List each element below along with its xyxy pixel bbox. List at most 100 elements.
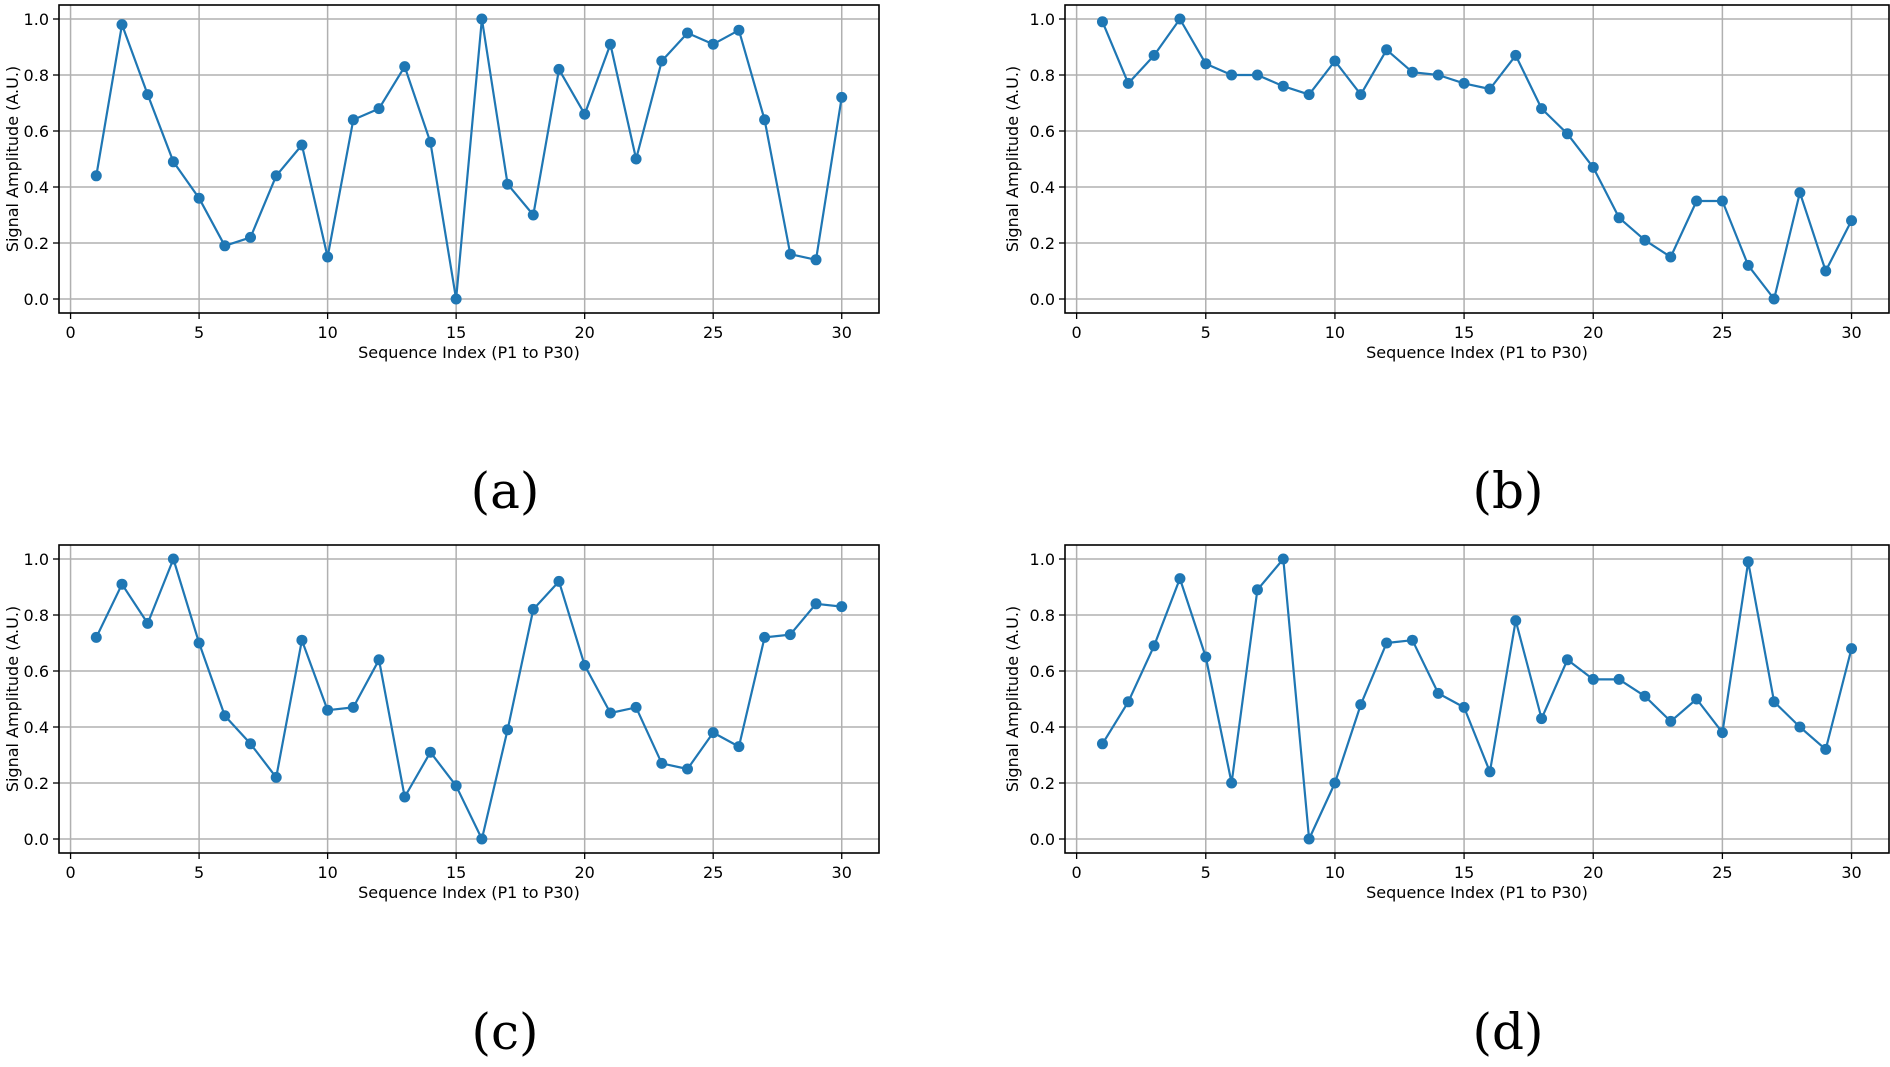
y-axis-label-a: Signal Amplitude (A.U.) [3,66,22,252]
axes-frame-d [1064,544,1890,854]
data-point-a-17 [502,178,514,190]
x-tick-label-a-5: 25 [703,323,723,342]
data-point-a-1 [90,170,102,182]
panel-caption-d: (d) [1472,1003,1544,1061]
x-tick-label-d-3: 15 [1454,863,1474,882]
series-line-a [95,17,843,301]
data-point-a-11 [347,114,359,126]
data-point-b-21 [1613,212,1625,224]
data-point-c-28 [784,629,796,641]
data-point-b-17 [1510,49,1522,61]
x-tick-label-b-1: 5 [1201,323,1211,342]
data-point-c-9 [296,634,308,646]
data-point-d-26 [1742,556,1754,568]
y-tick-label-a-1: 0.2 [24,234,49,253]
data-point-a-3 [142,89,154,101]
data-point-b-18 [1536,103,1548,115]
y-tick-label-b-0: 0.0 [1030,290,1055,309]
x-tick-label-d-6: 30 [1841,863,1861,882]
data-point-c-1 [90,631,102,643]
data-point-d-17 [1510,615,1522,627]
data-point-b-2 [1122,77,1134,89]
data-point-a-14 [424,136,436,148]
data-point-c-18 [527,603,539,615]
x-tick-label-a-6: 30 [832,323,852,342]
chart-panel-a: 0 5 10 15 20 25 30 0.0 0.2 0.4 0.6 0.8 1.0 Sequence I… [3,4,880,362]
data-point-d-27 [1768,696,1780,708]
data-point-d-7 [1251,584,1263,596]
data-point-c-13 [399,791,411,803]
y-tick-label-c-0: 0.0 [24,830,49,849]
x-tick-label-c-6: 30 [832,863,852,882]
x-tick-label-a-3: 15 [446,323,466,342]
x-tick-label-b-0: 0 [1072,323,1082,342]
data-point-c-17 [502,724,514,736]
data-point-b-26 [1742,259,1754,271]
data-point-d-19 [1561,654,1573,666]
series-line-d [1101,557,1853,841]
data-point-a-30 [836,91,848,103]
data-point-d-20 [1587,673,1599,685]
x-axis-label-d: Sequence Index (P1 to P30) [1366,883,1588,902]
data-point-a-8 [270,170,282,182]
data-point-d-22 [1639,690,1651,702]
y-tick-label-d-1: 0.2 [1030,774,1055,793]
data-point-b-29 [1820,265,1832,277]
data-point-d-28 [1794,721,1806,733]
x-axis-label-c: Sequence Index (P1 to P30) [358,883,580,902]
data-point-c-8 [270,771,282,783]
data-point-b-11 [1355,89,1367,101]
chart-panel-b: 0 5 10 15 20 25 30 0.0 0.2 0.4 0.6 0.8 1.0 Sequence I… [1003,4,1890,362]
data-point-c-21 [604,707,616,719]
data-point-c-20 [579,659,591,671]
y-tick-label-b-3: 0.6 [1030,122,1055,141]
data-point-a-20 [579,108,591,120]
data-point-c-30 [836,601,848,613]
data-point-c-3 [142,617,154,629]
data-point-c-11 [347,701,359,713]
data-point-c-27 [759,631,771,643]
data-point-d-5 [1200,651,1212,663]
data-point-b-13 [1406,66,1418,78]
data-point-c-5 [193,637,205,649]
chart-panel-d: 0 5 10 15 20 25 30 0.0 0.2 0.4 0.6 0.8 1.0 Sequence I… [1003,544,1890,902]
data-point-b-10 [1329,55,1341,67]
data-point-d-30 [1846,643,1858,655]
data-point-a-6 [219,240,231,252]
data-point-b-20 [1587,161,1599,173]
data-point-c-29 [810,598,822,610]
data-point-c-10 [322,704,334,716]
axes-frame-c [58,544,880,854]
data-point-d-25 [1716,727,1728,739]
y-tick-label-c-4: 0.8 [24,606,49,625]
y-tick-label-c-2: 0.4 [24,718,49,737]
x-tick-label-b-4: 20 [1583,323,1603,342]
x-tick-label-b-6: 30 [1841,323,1861,342]
data-point-c-25 [707,727,719,739]
data-point-d-14 [1432,687,1444,699]
data-point-b-16 [1484,83,1496,95]
y-tick-label-c-3: 0.6 [24,662,49,681]
data-point-b-7 [1251,69,1263,81]
data-point-b-6 [1226,69,1238,81]
x-tick-label-c-0: 0 [65,863,75,882]
y-tick-label-b-2: 0.4 [1030,178,1055,197]
y-axis-label-c: Signal Amplitude (A.U.) [3,606,22,792]
data-point-a-5 [193,192,205,204]
x-tick-label-d-2: 10 [1325,863,1345,882]
y-tick-label-b-5: 1.0 [1030,10,1055,29]
axes-frame-b [1064,4,1890,314]
data-point-b-30 [1846,215,1858,227]
y-tick-label-b-1: 0.2 [1030,234,1055,253]
y-tick-label-c-1: 0.2 [24,774,49,793]
data-point-a-15 [450,293,462,305]
data-point-d-24 [1691,693,1703,705]
y-tick-label-a-5: 1.0 [24,10,49,29]
data-point-d-8 [1277,553,1289,565]
data-point-a-25 [707,38,719,50]
data-point-b-9 [1303,89,1315,101]
data-point-d-1 [1096,738,1108,750]
data-point-d-18 [1536,713,1548,725]
data-point-b-24 [1691,195,1703,207]
data-point-a-9 [296,139,308,151]
